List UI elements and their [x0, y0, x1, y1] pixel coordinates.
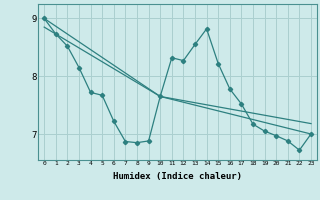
X-axis label: Humidex (Indice chaleur): Humidex (Indice chaleur) [113, 172, 242, 181]
